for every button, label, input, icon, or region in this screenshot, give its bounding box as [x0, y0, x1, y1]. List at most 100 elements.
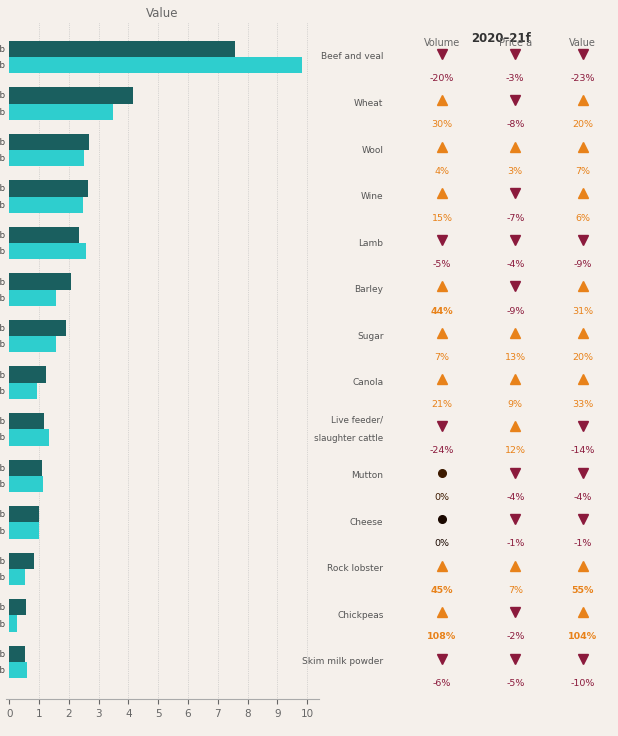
Bar — [9, 150, 84, 166]
Text: $2.51b: $2.51b — [0, 154, 6, 163]
Text: 104%: 104% — [568, 632, 597, 641]
Text: $9.81b: $9.81b — [0, 60, 6, 70]
Text: $1.35b: $1.35b — [0, 433, 6, 442]
Text: -8%: -8% — [506, 121, 525, 130]
Text: 31%: 31% — [572, 307, 593, 316]
Text: slaughter cattle: slaughter cattle — [315, 434, 384, 443]
Bar — [9, 413, 44, 429]
Bar — [9, 57, 302, 74]
Text: 21%: 21% — [431, 400, 452, 408]
Text: -3%: -3% — [506, 74, 525, 83]
Bar — [9, 134, 89, 150]
Bar — [9, 553, 33, 569]
Bar — [9, 569, 25, 585]
Text: -14%: -14% — [570, 446, 595, 455]
Text: $1.58b: $1.58b — [0, 294, 6, 302]
Text: 0%: 0% — [434, 492, 449, 502]
Bar — [9, 475, 43, 492]
Text: Canola: Canola — [352, 378, 384, 387]
Text: 4%: 4% — [434, 167, 449, 176]
Bar — [9, 645, 25, 662]
Text: 6%: 6% — [575, 213, 590, 222]
Text: 20%: 20% — [572, 121, 593, 130]
Text: Price a: Price a — [499, 38, 531, 48]
Text: -1%: -1% — [506, 539, 525, 548]
Title: Value: Value — [146, 7, 179, 20]
Text: 44%: 44% — [431, 307, 454, 316]
Text: 30%: 30% — [431, 121, 452, 130]
Text: -1%: -1% — [574, 539, 591, 548]
Bar — [9, 662, 27, 679]
Text: Volume: Volume — [424, 38, 460, 48]
Text: 108%: 108% — [428, 632, 457, 641]
Text: 9%: 9% — [508, 400, 523, 408]
Text: $0.82b: $0.82b — [0, 556, 6, 565]
Bar — [9, 523, 40, 539]
Text: $2.08b: $2.08b — [0, 277, 6, 286]
Text: $2.65b: $2.65b — [0, 184, 6, 193]
Text: Wheat: Wheat — [354, 99, 384, 108]
Text: $2.68b: $2.68b — [0, 138, 6, 146]
Text: -2%: -2% — [506, 632, 525, 641]
Text: -4%: -4% — [506, 260, 525, 269]
Bar — [9, 429, 49, 445]
Text: -7%: -7% — [506, 213, 525, 222]
Text: Chickpeas: Chickpeas — [337, 611, 384, 620]
Text: -6%: -6% — [433, 679, 451, 688]
Text: 12%: 12% — [505, 446, 526, 455]
Text: 33%: 33% — [572, 400, 593, 408]
Text: $0.53b: $0.53b — [0, 649, 6, 658]
Text: $1.90b: $1.90b — [0, 324, 6, 333]
Text: 13%: 13% — [505, 353, 526, 362]
Text: 2020–21f: 2020–21f — [471, 32, 530, 45]
Text: -23%: -23% — [570, 74, 595, 83]
Text: Lamb: Lamb — [358, 238, 384, 247]
Text: 7%: 7% — [575, 167, 590, 176]
Text: Value: Value — [569, 38, 596, 48]
Bar — [9, 383, 37, 399]
Text: -4%: -4% — [506, 492, 525, 502]
Text: $3.47b: $3.47b — [0, 107, 6, 116]
Text: -9%: -9% — [574, 260, 591, 269]
Text: $1.14b: $1.14b — [0, 479, 6, 489]
Text: 55%: 55% — [572, 586, 594, 595]
Text: 0%: 0% — [434, 539, 449, 548]
Text: $0.55b: $0.55b — [0, 603, 6, 612]
Text: Barley: Barley — [355, 285, 384, 294]
Text: $1.25b: $1.25b — [0, 370, 6, 379]
Bar — [9, 88, 133, 104]
Text: $1.01b: $1.01b — [0, 526, 6, 535]
Text: 7%: 7% — [508, 586, 523, 595]
Text: $1.16b: $1.16b — [0, 417, 6, 425]
Text: $4.17b: $4.17b — [0, 91, 6, 100]
Bar — [9, 336, 56, 353]
Bar — [9, 197, 83, 213]
Text: Wine: Wine — [361, 192, 384, 201]
Text: Rock lobster: Rock lobster — [328, 565, 384, 573]
Text: -20%: -20% — [430, 74, 454, 83]
Bar — [9, 599, 25, 615]
Bar — [9, 615, 17, 631]
Text: $7.59b: $7.59b — [0, 44, 6, 53]
Bar — [9, 243, 86, 259]
Text: 20%: 20% — [572, 353, 593, 362]
Text: Mutton: Mutton — [352, 471, 384, 481]
Text: -10%: -10% — [570, 679, 595, 688]
Text: -24%: -24% — [430, 446, 454, 455]
Bar — [9, 104, 112, 120]
Bar — [9, 459, 42, 475]
Bar — [9, 40, 235, 57]
Text: Live feeder/: Live feeder/ — [331, 415, 384, 424]
Text: 15%: 15% — [431, 213, 452, 222]
Bar — [9, 180, 88, 197]
Bar — [9, 227, 79, 243]
Text: -5%: -5% — [433, 260, 451, 269]
Text: -9%: -9% — [506, 307, 525, 316]
Text: 3%: 3% — [507, 167, 523, 176]
Text: $0.27b: $0.27b — [0, 619, 6, 628]
Text: $0.59b: $0.59b — [0, 665, 6, 675]
Text: $2.35b: $2.35b — [0, 230, 6, 239]
Text: $0.53b: $0.53b — [0, 573, 6, 581]
Text: Beef and veal: Beef and veal — [321, 52, 384, 62]
Bar — [9, 320, 66, 336]
